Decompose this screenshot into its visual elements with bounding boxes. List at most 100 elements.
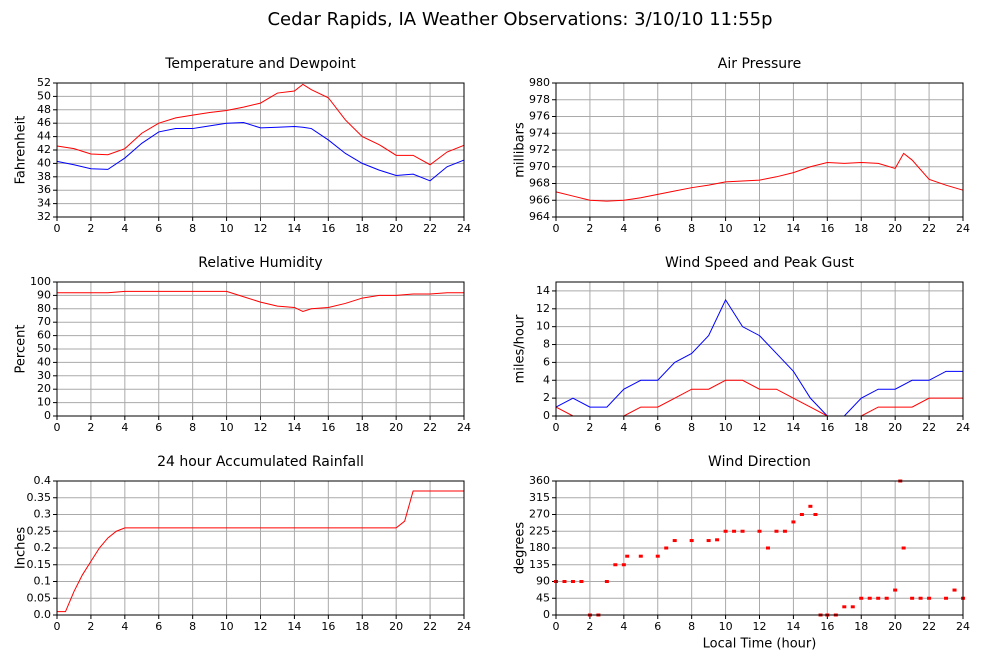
data-point (901, 546, 906, 550)
y-tick-label: 4 (543, 373, 550, 386)
x-axis-label: Local Time (hour) (703, 637, 817, 652)
x-tick-label: 22 (423, 222, 437, 235)
x-tick-label: 22 (423, 620, 437, 633)
y-tick-label: 980 (529, 76, 550, 89)
x-tick-label: 4 (620, 222, 627, 235)
x-tick-label: 14 (786, 222, 800, 235)
y-tick-label: 44 (37, 130, 51, 143)
y-tick-label: 42 (37, 143, 51, 156)
x-tick-label: 16 (820, 222, 834, 235)
x-tick-label: 6 (654, 222, 661, 235)
x-tick-label: 8 (688, 222, 695, 235)
data-point (927, 596, 932, 600)
data-line (56, 83, 465, 166)
x-tick-label: 22 (922, 620, 936, 633)
y-tick-label: 52 (37, 76, 51, 89)
x-tick-label: 24 (457, 421, 471, 434)
data-point (782, 529, 787, 533)
x-tick-label: 8 (189, 222, 196, 235)
y-tick-label: 34 (37, 197, 51, 210)
x-tick-label: 0 (54, 421, 61, 434)
y-tick-label: 20 (37, 382, 51, 395)
y-tick-label: 40 (37, 355, 51, 368)
x-tick-label: 10 (220, 620, 234, 633)
data-point (664, 546, 669, 550)
y-tick-label: 40 (37, 156, 51, 169)
x-tick-label: 18 (854, 222, 868, 235)
y-tick-label: 0.4 (34, 474, 52, 487)
x-tick-label: 14 (287, 620, 301, 633)
y-tick-label: 12 (536, 302, 550, 315)
y-tick-label: 10 (536, 320, 550, 333)
y-tick-label: 0 (543, 608, 550, 621)
data-point (579, 580, 584, 583)
y-tick-label: 90 (37, 288, 51, 301)
x-tick-label: 20 (888, 421, 902, 434)
y-tick-label: 970 (529, 160, 550, 173)
y-tick-label: 48 (37, 103, 51, 116)
y-tick-label: 100 (30, 275, 51, 288)
data-point (799, 513, 804, 516)
data-point (732, 529, 737, 533)
x-tick-label: 16 (820, 421, 834, 434)
y-tick-label: 14 (536, 284, 550, 297)
x-tick-label: 22 (922, 421, 936, 434)
x-tick-label: 18 (355, 620, 369, 633)
x-tick-label: 24 (457, 620, 471, 633)
y-tick-label: 964 (529, 210, 550, 223)
data-point (604, 580, 609, 583)
y-tick-label: 225 (529, 524, 550, 537)
chart-title: Relative Humidity (198, 255, 322, 271)
y-tick-label: 38 (37, 170, 51, 183)
x-tick-label: 22 (423, 421, 437, 434)
x-tick-label: 24 (457, 222, 471, 235)
x-tick-label: 2 (87, 620, 94, 633)
data-point (842, 605, 847, 609)
x-tick-label: 16 (820, 620, 834, 633)
x-tick-label: 24 (956, 421, 970, 434)
x-tick-label: 6 (155, 620, 162, 633)
y-tick-label: 966 (529, 193, 550, 206)
x-tick-label: 22 (922, 222, 936, 235)
data-line (56, 122, 465, 182)
x-tick-label: 4 (121, 620, 128, 633)
data-line (555, 298, 963, 417)
y-tick-label: 0.35 (27, 491, 52, 504)
chart-title: Air Pressure (718, 56, 801, 72)
y-tick-label: 30 (37, 369, 51, 382)
y-tick-label: 270 (529, 508, 550, 521)
x-tick-label: 24 (956, 222, 970, 235)
data-point (867, 596, 872, 600)
page-title: Cedar Rapids, IA Weather Observations: 3… (267, 9, 772, 30)
y-tick-label: 0.15 (27, 558, 52, 571)
x-tick-label: 0 (553, 620, 560, 633)
data-point (944, 596, 949, 600)
x-tick-label: 16 (321, 222, 335, 235)
y-tick-label: 0.25 (27, 524, 52, 537)
data-point (672, 539, 677, 543)
x-tick-label: 16 (321, 620, 335, 633)
x-tick-label: 2 (586, 222, 593, 235)
x-tick-label: 14 (786, 421, 800, 434)
x-tick-label: 0 (553, 222, 560, 235)
x-tick-label: 20 (888, 620, 902, 633)
data-point (791, 520, 796, 524)
y-axis-label: Percent (14, 325, 29, 374)
y-axis-label: degrees (513, 522, 528, 575)
chart-title: 24 hour Accumulated Rainfall (157, 454, 364, 470)
data-line (57, 490, 464, 613)
y-tick-label: 2 (543, 391, 550, 404)
y-tick-label: 315 (529, 491, 550, 504)
y-tick-label: 8 (543, 338, 550, 351)
x-tick-label: 6 (155, 222, 162, 235)
y-tick-label: 60 (37, 329, 51, 342)
plot-frame (555, 281, 964, 417)
y-tick-label: 36 (37, 183, 51, 196)
data-point (859, 596, 864, 600)
y-tick-label: 0.0 (34, 608, 52, 621)
y-tick-label: 80 (37, 302, 51, 315)
y-tick-label: 50 (37, 89, 51, 102)
data-point (625, 554, 630, 558)
x-tick-label: 0 (54, 222, 61, 235)
y-tick-label: 978 (529, 93, 550, 106)
